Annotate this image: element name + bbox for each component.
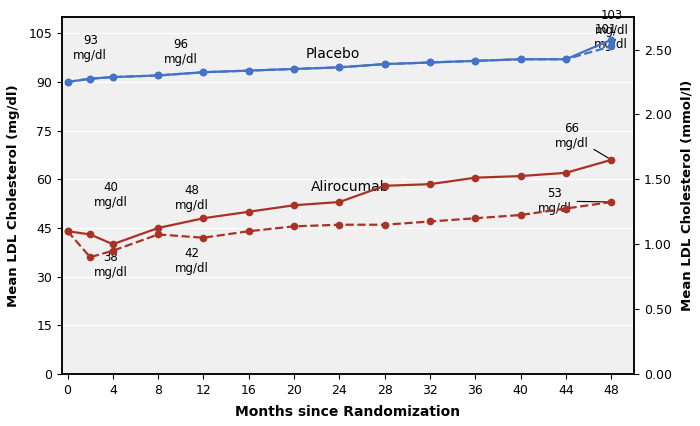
Text: 40
mg/dl: 40 mg/dl [94,181,127,208]
Text: 103
mg/dl: 103 mg/dl [594,9,629,37]
X-axis label: Months since Randomization: Months since Randomization [235,405,461,419]
Text: 101
mg/dl: 101 mg/dl [594,23,628,51]
Text: 93
mg/dl: 93 mg/dl [74,35,107,63]
Text: 96
mg/dl: 96 mg/dl [164,38,198,66]
Text: Placebo: Placebo [305,47,360,61]
Text: 48
mg/dl: 48 mg/dl [175,184,209,212]
Text: 66
mg/dl: 66 mg/dl [555,122,609,158]
Y-axis label: Mean LDL Cholesterol (mg/dl): Mean LDL Cholesterol (mg/dl) [7,84,20,307]
Text: 38
mg/dl: 38 mg/dl [94,250,127,279]
Text: 53
mg/dl: 53 mg/dl [538,187,608,215]
Y-axis label: Mean LDL Cholesterol (mmol/l): Mean LDL Cholesterol (mmol/l) [680,80,693,311]
Text: 42
mg/dl: 42 mg/dl [175,248,209,276]
Text: Alirocumab: Alirocumab [311,180,390,194]
